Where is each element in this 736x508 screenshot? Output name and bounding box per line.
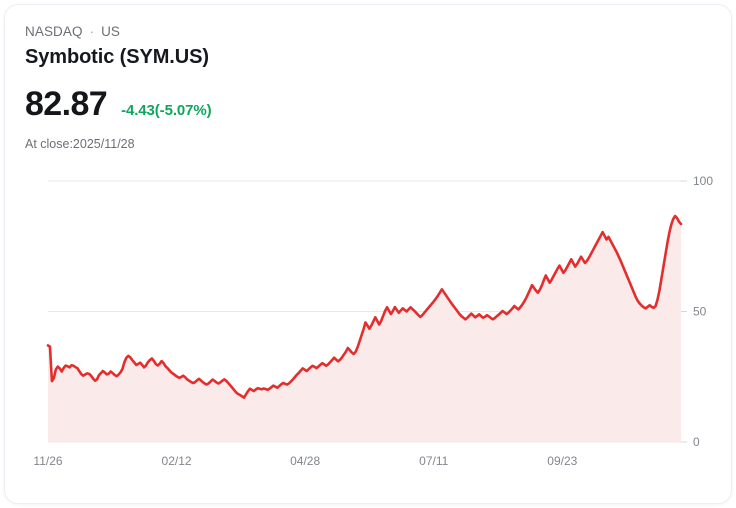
last-price: 82.87 xyxy=(25,85,108,123)
quote-header: NASDAQ · US Symbotic (SYM.US) 82.87 -4.4… xyxy=(25,23,711,152)
exchange-name: NASDAQ xyxy=(25,24,83,39)
y-axis-label: 50 xyxy=(693,305,707,319)
x-axis-label: 11/26 xyxy=(33,454,62,468)
region-label: US xyxy=(101,24,121,39)
price-row: 82.87 -4.43(-5.07%) xyxy=(25,84,711,124)
price-chart[interactable]: 0 50 100 11/26 02/12 04/28 07/11 09/23 xyxy=(5,165,732,485)
x-axis-label: 04/28 xyxy=(290,454,320,468)
price-change: -4.43(-5.07%) xyxy=(121,102,212,119)
x-axis-labels: 11/26 02/12 04/28 07/11 09/23 xyxy=(33,454,577,468)
stock-quote-card: NASDAQ · US Symbotic (SYM.US) 82.87 -4.4… xyxy=(4,4,732,504)
y-axis-ticks xyxy=(681,180,687,443)
x-axis-label: 02/12 xyxy=(162,454,192,468)
x-axis-label: 09/23 xyxy=(547,454,577,468)
exchange-row: NASDAQ · US xyxy=(25,23,711,40)
x-axis-label: 07/11 xyxy=(419,454,448,468)
market-status: At close:2025/11/28 xyxy=(25,137,135,151)
chart-line xyxy=(46,214,683,399)
bullet-separator-icon: · xyxy=(89,24,95,39)
y-axis-labels: 0 50 100 xyxy=(693,174,713,449)
y-axis-label: 0 xyxy=(693,435,700,449)
y-axis-label: 100 xyxy=(693,174,713,188)
page-title: Symbotic (SYM.US) xyxy=(25,46,209,68)
price-chart-svg[interactable]: 0 50 100 11/26 02/12 04/28 07/11 09/23 xyxy=(5,165,732,485)
